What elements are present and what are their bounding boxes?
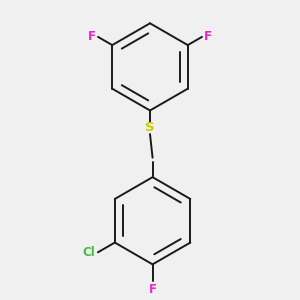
Text: S: S bbox=[145, 122, 155, 134]
Text: F: F bbox=[148, 283, 157, 296]
Text: Cl: Cl bbox=[82, 246, 95, 259]
Text: F: F bbox=[88, 30, 96, 44]
Text: F: F bbox=[204, 30, 212, 44]
